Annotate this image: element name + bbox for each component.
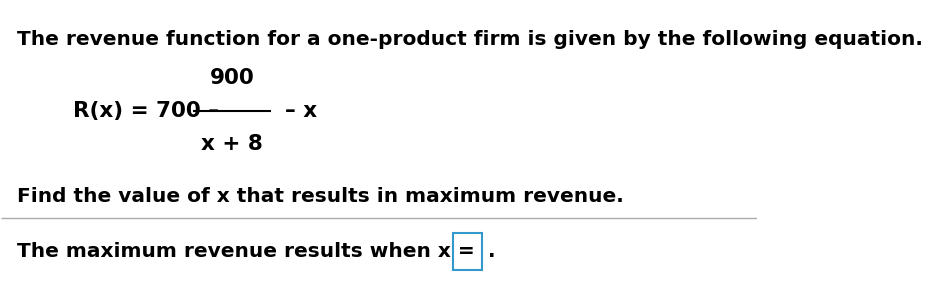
Text: Find the value of x that results in maximum revenue.: Find the value of x that results in maxi… (16, 187, 623, 206)
Text: R(x) = 700 –: R(x) = 700 – (73, 101, 227, 121)
Text: The maximum revenue results when x =: The maximum revenue results when x = (16, 242, 474, 261)
Text: – x: – x (285, 101, 317, 121)
Text: .: . (488, 242, 496, 261)
Text: The revenue function for a one-product firm is given by the following equation.: The revenue function for a one-product f… (16, 30, 922, 49)
Text: x + 8: x + 8 (201, 134, 263, 154)
FancyBboxPatch shape (453, 233, 482, 270)
Text: 900: 900 (210, 68, 254, 88)
